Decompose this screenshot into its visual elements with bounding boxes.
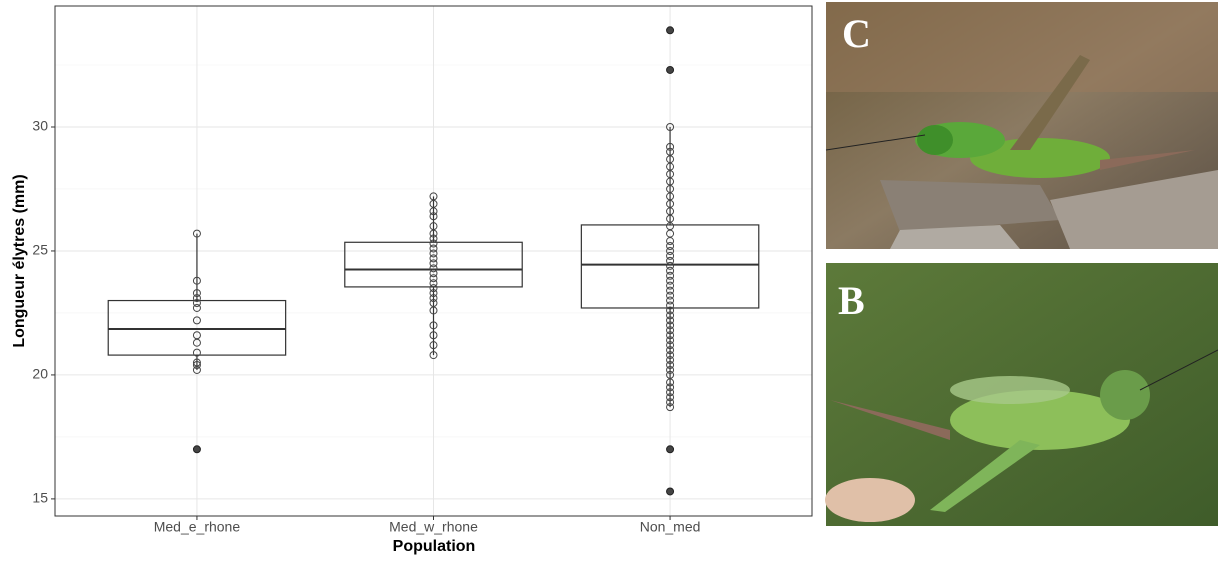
outlier (666, 445, 675, 454)
point (192, 289, 201, 298)
point (666, 356, 675, 365)
point (666, 271, 675, 280)
photo-label: C (842, 11, 871, 56)
photo-c (825, 2, 1218, 249)
point (429, 341, 438, 350)
point (192, 348, 201, 357)
box (580, 224, 760, 309)
point (666, 311, 675, 320)
point (192, 365, 201, 374)
point (192, 316, 201, 325)
point (666, 266, 675, 275)
point (429, 294, 438, 303)
point (666, 351, 675, 360)
point (666, 336, 675, 345)
point (192, 361, 201, 370)
point (666, 306, 675, 315)
point (666, 286, 675, 295)
point (666, 251, 675, 260)
point (192, 338, 201, 347)
point (429, 289, 438, 298)
point (666, 281, 675, 290)
point (666, 237, 675, 246)
point (666, 296, 675, 305)
point (666, 276, 675, 285)
point (666, 398, 675, 407)
point (666, 261, 675, 270)
point (666, 403, 675, 412)
point (666, 316, 675, 325)
point (192, 294, 201, 303)
point (666, 393, 675, 402)
point (666, 326, 675, 335)
point (429, 254, 438, 263)
point (429, 239, 438, 248)
outlier (666, 487, 675, 496)
point (192, 299, 201, 308)
point (192, 276, 201, 285)
point (429, 331, 438, 340)
y-tick-label: 30 (32, 118, 48, 134)
outlier (666, 65, 675, 74)
point (666, 122, 675, 131)
point (666, 378, 675, 387)
point (192, 229, 201, 238)
x-tick-label: Non_med (640, 519, 701, 535)
point (666, 361, 675, 370)
point (666, 365, 675, 374)
point (192, 303, 201, 312)
outlier (666, 26, 675, 35)
x-axis-title: Population (393, 538, 476, 555)
point (429, 229, 438, 238)
point (429, 351, 438, 360)
panel-border (54, 5, 813, 517)
point (666, 383, 675, 392)
photo-b (825, 263, 1218, 526)
outlier (192, 445, 201, 454)
x-tick-label: Med_w_rhone (389, 519, 478, 535)
point (666, 331, 675, 340)
point (666, 341, 675, 350)
y-tick-label: 25 (32, 242, 48, 258)
point (429, 212, 438, 221)
point (429, 234, 438, 243)
x-tick-label: Med_e_rhone (154, 519, 241, 535)
point (666, 346, 675, 355)
point (429, 249, 438, 258)
point (429, 207, 438, 216)
point (429, 306, 438, 315)
y-tick-label: 20 (32, 366, 48, 382)
point (666, 321, 675, 330)
point (666, 388, 675, 397)
photo-label: B (838, 278, 865, 323)
point (666, 246, 675, 255)
point (666, 291, 675, 300)
plot: 15 20 25 30 Med_e_rhone Med_w_rhone Non_med (32, 5, 813, 535)
point (429, 269, 438, 278)
point (429, 279, 438, 288)
point (666, 242, 675, 250)
point (429, 274, 438, 283)
point (429, 264, 438, 273)
point (429, 244, 438, 253)
y-tick-label: 15 (32, 490, 48, 506)
point (666, 256, 675, 265)
box (107, 299, 287, 356)
point (429, 321, 438, 330)
point (666, 301, 675, 310)
point (429, 259, 438, 268)
point (666, 142, 675, 151)
point (429, 284, 438, 293)
y-axis-title: Longueur élytres (mm) (11, 174, 28, 347)
